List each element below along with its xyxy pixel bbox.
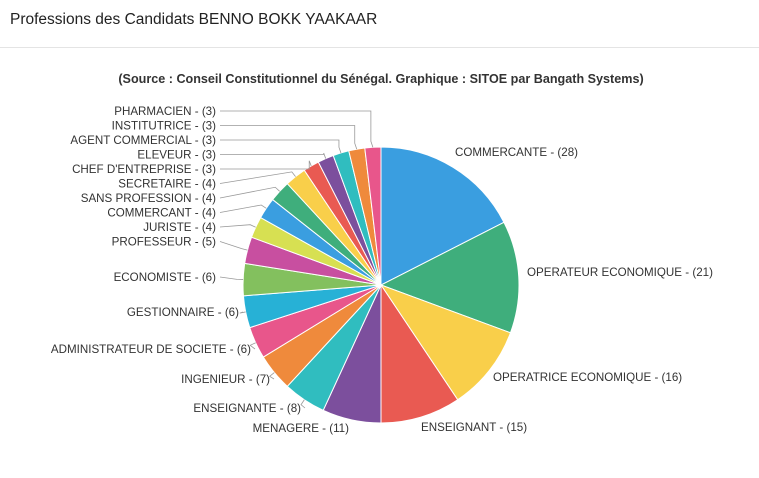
pie-slices: [242, 146, 520, 424]
slice-label-juriste-4: JURISTE - (4): [143, 221, 216, 234]
slice-label-chef-d-entreprise-3: CHEF D'ENTREPRISE - (3): [72, 163, 216, 176]
pie-slice-enseignant-15[interactable]: [380, 283, 459, 424]
slice-label-secretaire-4: SECRETAIRE - (4): [118, 178, 216, 191]
pie-chart: (Source : Conseil Constitutionnel du Sén…: [51, 72, 713, 435]
connector-sans-profession-4: [219, 186, 280, 199]
connector-ingenieur-7: [268, 372, 275, 380]
connector-enseignante-8: [300, 399, 306, 409]
connector-institutrice-3: [220, 125, 358, 150]
chart-subtitle: (Source : Conseil Constitutionnel du Sén…: [118, 72, 643, 86]
slice-label-commercante-28: COMMERCANTE - (28): [455, 146, 578, 159]
slice-label-gestionnaire-6: GESTIONNAIRE - (6): [127, 306, 239, 319]
connector-chef-d-entreprise-3: [220, 160, 312, 170]
slice-label-agent-commercial-3: AGENT COMMERCIAL - (3): [70, 134, 216, 147]
chart-header: Professions des Candidats BENNO BOKK YAA…: [0, 0, 759, 48]
connector-secretaire-4: [219, 171, 296, 184]
slice-label-commercant-4: COMMERCANT - (4): [107, 207, 216, 220]
connector-economiste-6: [219, 276, 244, 280]
pie-slice-operatrice-economique-16[interactable]: [379, 283, 512, 401]
slice-label-menagere-11: MENAGERE - (11): [253, 422, 350, 435]
connector-pharmacien-3: [220, 110, 374, 148]
connector-juriste-4: [219, 224, 256, 228]
slice-labels: COMMERCANTE - (28) OPERATEUR ECONOMIQUE -…: [51, 105, 713, 435]
slice-label-professeur-5: PROFESSEUR - (5): [112, 236, 216, 249]
slice-label-institutrice-3: INSTITUTRICE - (3): [112, 120, 216, 133]
page-title: Professions des Candidats BENNO BOKK YAA…: [10, 11, 378, 28]
slice-label-enseignante-8: ENSEIGNANTE - (8): [193, 402, 301, 415]
connector-professeur-5: [219, 241, 248, 251]
connector-commercant-4: [219, 204, 267, 213]
connector-gestionnaire-6: [239, 311, 246, 314]
connector-administrateur-de-societe-6: [249, 342, 256, 350]
pie-slice-commercante-28[interactable]: [380, 146, 505, 286]
pie-slice-pharmacien-3[interactable]: [364, 146, 382, 286]
slice-label-operatrice-economique-16: OPERATRICE ECONOMIQUE - (16): [493, 371, 682, 384]
slice-label-enseignant-15: ENSEIGNANT - (15): [421, 421, 527, 434]
slice-label-ingenieur-7: INGENIEUR - (7): [181, 373, 270, 386]
pie-slice-operateur-economique-21[interactable]: [379, 221, 520, 334]
slice-label-administrateur-de-societe-6: ADMINISTRATEUR DE SOCIETE - (6): [51, 343, 251, 356]
slice-label-pharmacien-3: PHARMACIEN - (3): [114, 105, 216, 118]
slice-label-sans-profession-4: SANS PROFESSION - (4): [81, 192, 216, 205]
connector-eleveur-3: [220, 152, 327, 159]
slice-label-eleveur-3: ELEVEUR - (3): [137, 149, 216, 162]
label-connectors: [219, 110, 374, 409]
slice-label-operateur-economique-21: OPERATEUR ECONOMIQUE - (21): [527, 266, 713, 279]
connector-agent-commercial-3: [220, 139, 342, 154]
slice-label-economiste-6: ECONOMISTE - (6): [114, 271, 217, 284]
